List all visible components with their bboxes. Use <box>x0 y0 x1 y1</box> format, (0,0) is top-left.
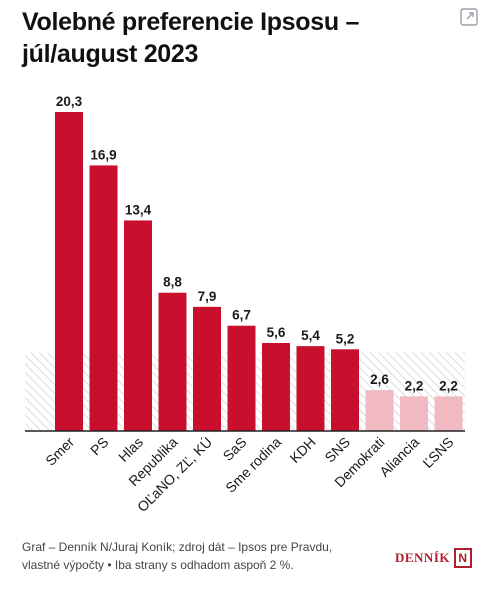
bar-9 <box>331 349 359 431</box>
value-label-8: 5,4 <box>301 328 320 343</box>
source-line-2: vlastné výpočty • Iba strany s odhadom a… <box>22 558 294 572</box>
category-label-8: KDH <box>286 434 318 466</box>
bar-8 <box>296 346 325 431</box>
value-label-9: 5,2 <box>336 331 355 346</box>
category-label-2: PS <box>87 434 112 459</box>
category-label-6: SaS <box>220 434 250 464</box>
bar-chart: 20,3Smer16,9PS13,4Hlas8,8Republika7,9OĽa… <box>25 94 465 515</box>
chart-title: Volebné preferencie Ipsosu – júl/august … <box>22 6 442 70</box>
bar-4 <box>158 292 187 431</box>
value-label-11: 2,2 <box>405 378 424 393</box>
expand-icon[interactable] <box>460 8 478 26</box>
bar-12 <box>434 396 463 431</box>
value-label-5: 7,9 <box>198 289 217 304</box>
value-label-6: 6,7 <box>232 308 251 323</box>
value-label-4: 8,8 <box>163 275 182 290</box>
value-label-7: 5,6 <box>267 325 286 340</box>
value-label-2: 16,9 <box>90 147 116 162</box>
brand-name: DENNÍK <box>394 550 450 565</box>
bar-6 <box>227 325 256 431</box>
bar-5 <box>193 306 221 431</box>
category-label-3: Hlas <box>115 434 146 465</box>
bar-10 <box>365 390 394 431</box>
value-label-3: 13,4 <box>125 202 152 217</box>
bar-3 <box>124 220 152 431</box>
source-line-1: Graf – Denník N/Juraj Koník; zdroj dát –… <box>22 540 333 554</box>
chart-footer: Graf – Denník N/Juraj Koník; zdroj dát –… <box>22 538 372 574</box>
bar-2 <box>89 165 118 431</box>
brand-logo[interactable]: DENNÍK N <box>395 548 472 568</box>
bar-11 <box>400 396 428 431</box>
value-label-10: 2,6 <box>370 372 389 387</box>
value-label-1: 20,3 <box>56 94 83 109</box>
category-label-12: ĽSNS <box>419 434 456 471</box>
bar-7 <box>262 343 290 431</box>
bar-1 <box>55 112 83 431</box>
chart-title-line-1: Volebné preferencie Ipsosu – <box>22 8 360 36</box>
value-label-12: 2,2 <box>439 378 458 393</box>
brand-mark: N <box>454 548 472 568</box>
category-label-1: Smer <box>42 434 77 469</box>
chart-title-line-2: júl/august 2023 <box>22 40 199 68</box>
